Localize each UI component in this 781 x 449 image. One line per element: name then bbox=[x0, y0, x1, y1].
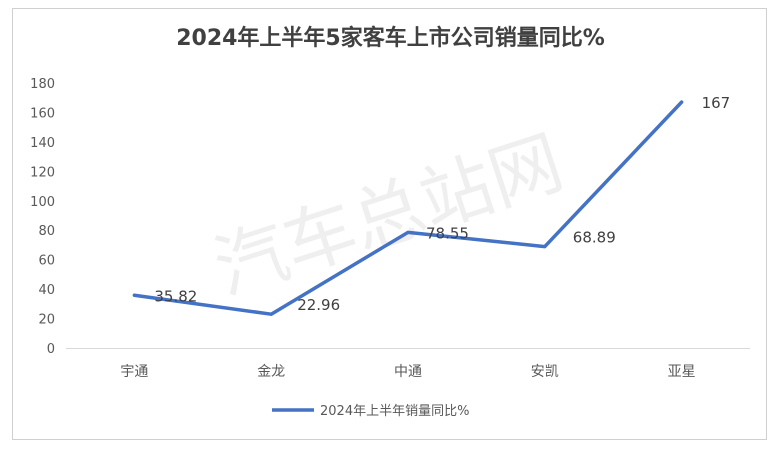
data-label: 22.96 bbox=[297, 296, 340, 314]
data-point bbox=[680, 100, 684, 104]
x-tick-label: 金龙 bbox=[257, 364, 285, 380]
y-tick-label: 20 bbox=[38, 313, 55, 328]
data-label: 167 bbox=[702, 94, 731, 112]
x-tick-label: 宇通 bbox=[120, 364, 148, 380]
x-tick-label: 安凯 bbox=[531, 364, 559, 380]
y-tick-label: 40 bbox=[38, 283, 55, 298]
x-tick-label: 中通 bbox=[394, 364, 422, 380]
y-tick-label: 160 bbox=[30, 106, 55, 121]
y-tick-label: 80 bbox=[38, 224, 55, 239]
data-label: 68.89 bbox=[573, 229, 616, 247]
data-label: 78.55 bbox=[426, 224, 469, 242]
chart-frame bbox=[12, 8, 767, 440]
data-point bbox=[543, 245, 547, 249]
data-point bbox=[269, 312, 273, 316]
watermark-text: 汽车总站网 bbox=[204, 120, 572, 311]
legend-label: 2024年上半年销量同比% bbox=[320, 404, 469, 419]
y-tick-label: 120 bbox=[30, 165, 55, 180]
chart-title: 2024年上半年5家客车上市公司销量同比% bbox=[176, 26, 605, 51]
x-tick-label: 亚星 bbox=[668, 364, 696, 380]
y-tick-label: 60 bbox=[38, 254, 55, 269]
data-point bbox=[406, 230, 410, 234]
data-label: 35.82 bbox=[154, 287, 197, 305]
y-tick-label: 140 bbox=[30, 136, 55, 151]
y-tick-label: 180 bbox=[30, 77, 55, 92]
y-tick-label: 100 bbox=[30, 195, 55, 210]
y-tick-label: 0 bbox=[47, 342, 55, 357]
data-point bbox=[132, 293, 136, 297]
